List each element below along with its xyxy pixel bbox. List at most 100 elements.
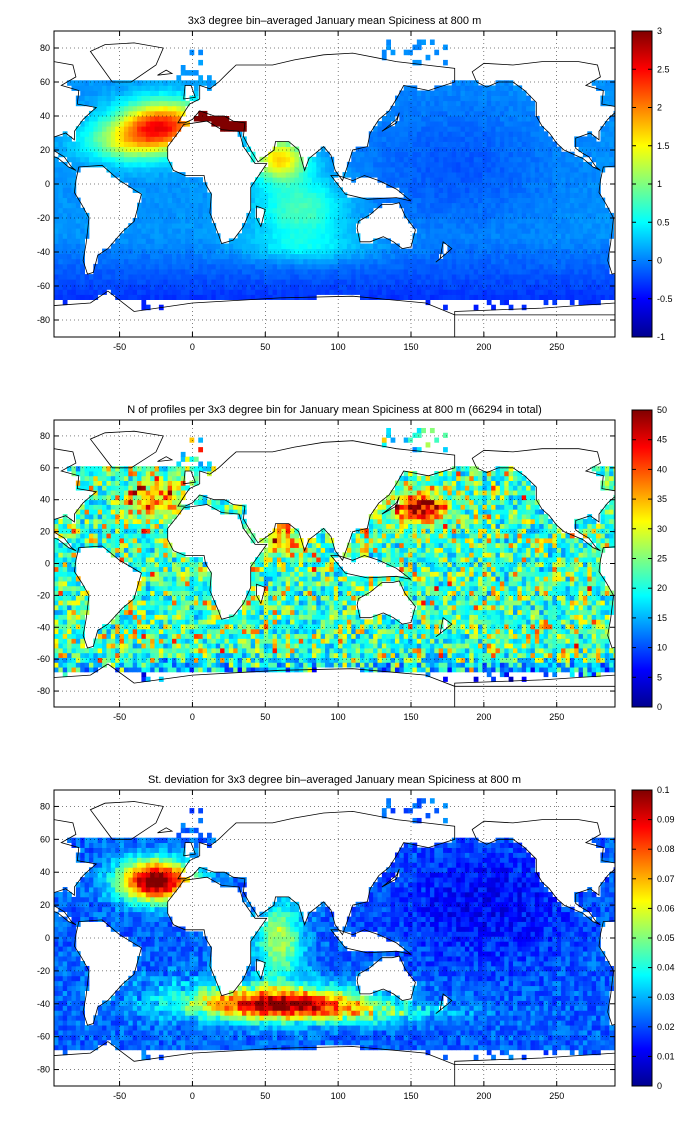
heatmap-cell: [141, 284, 146, 290]
heatmap-cell: [155, 279, 160, 285]
heatmap-cell: [561, 182, 566, 188]
heatmap-cell: [434, 295, 439, 301]
x-tick-label: 200: [476, 342, 491, 352]
heatmap-cell: [395, 177, 400, 183]
heatmap-cell: [71, 85, 76, 91]
heatmap-cell: [294, 259, 299, 265]
heatmap-cell: [408, 203, 413, 209]
heatmap-cell: [159, 96, 164, 102]
heatmap-cell: [373, 167, 378, 173]
heatmap-cell: [155, 80, 160, 86]
heatmap-cell: [294, 218, 299, 224]
heatmap-cell: [469, 121, 474, 127]
heatmap-cell: [530, 126, 535, 132]
heatmap-cell: [312, 177, 317, 183]
heatmap-cell: [120, 667, 125, 672]
heatmap-cell: [85, 85, 90, 91]
heatmap-cell: [491, 648, 496, 653]
heatmap-cell: [491, 259, 496, 265]
heatmap-cell: [111, 121, 116, 127]
heatmap-cell: [509, 101, 514, 107]
heatmap-cell: [146, 658, 151, 663]
heatmap-cell: [93, 284, 98, 290]
heatmap-cell: [544, 157, 549, 163]
heatmap-cell: [408, 279, 413, 285]
heatmap-cell: [587, 223, 592, 229]
heatmap-cell: [439, 177, 444, 183]
heatmap-cell: [456, 116, 461, 122]
heatmap-cell: [535, 648, 540, 653]
heatmap-cell: [207, 249, 212, 255]
heatmap-cell: [155, 289, 160, 295]
heatmap-cell: [242, 244, 247, 250]
heatmap-cell: [137, 233, 142, 239]
heatmap-cell: [89, 284, 94, 290]
heatmap-cell: [58, 177, 63, 183]
heatmap-cell: [426, 653, 431, 658]
heatmap-cell: [513, 187, 518, 193]
heatmap-cell: [268, 218, 273, 224]
heatmap-cell: [412, 658, 417, 663]
heatmap-cell: [172, 648, 177, 653]
heatmap-cell: [430, 142, 435, 148]
heatmap-cell: [461, 223, 466, 229]
heatmap-cell: [259, 653, 264, 658]
heatmap-cell: [141, 193, 146, 199]
heatmap-cell: [600, 269, 605, 275]
heatmap-cell: [522, 162, 527, 168]
heatmap-cell: [469, 228, 474, 234]
heatmap-cell: [133, 648, 138, 653]
heatmap-cell: [469, 269, 474, 275]
heatmap-cell: [426, 111, 431, 117]
heatmap-cell: [216, 249, 221, 255]
heatmap-cell: [172, 85, 177, 91]
heatmap-cell: [312, 167, 317, 173]
heatmap-cell: [565, 274, 570, 280]
heatmap-cell: [596, 85, 601, 91]
y-tick-label: -20: [37, 213, 50, 223]
heatmap-cell: [190, 233, 195, 239]
heatmap-cell: [312, 187, 317, 193]
heatmap-cell: [111, 131, 116, 137]
heatmap-cell: [172, 80, 177, 86]
heatmap-cell: [71, 653, 76, 658]
heatmap-cell: [321, 213, 326, 219]
heatmap-cell: [255, 264, 260, 270]
heatmap-cell: [93, 116, 98, 122]
heatmap-cell: [447, 238, 452, 244]
heatmap-cell: [85, 91, 90, 97]
heatmap-cell: [592, 269, 597, 275]
heatmap-cell: [185, 648, 190, 653]
heatmap-cell: [124, 658, 129, 663]
heatmap-cell: [439, 223, 444, 229]
heatmap-cell: [273, 177, 278, 183]
heatmap-cell: [465, 643, 470, 648]
heatmap-cell: [530, 233, 535, 239]
heatmap-cell: [172, 172, 177, 178]
heatmap-cell: [443, 667, 448, 672]
heatmap-cell: [128, 177, 133, 183]
heatmap-cell: [281, 157, 286, 163]
heatmap-cell: [539, 162, 544, 168]
heatmap-cell: [93, 658, 98, 663]
heatmap-cell: [469, 264, 474, 270]
heatmap-cell: [163, 658, 168, 663]
heatmap-cell: [504, 131, 509, 137]
heatmap-cell: [334, 264, 339, 270]
heatmap-cell: [181, 254, 186, 260]
heatmap-cell: [465, 658, 470, 663]
heatmap-cell: [579, 208, 584, 214]
heatmap-cell: [137, 157, 142, 163]
heatmap-cell: [417, 172, 422, 178]
heatmap-cell: [229, 667, 234, 672]
heatmap-cell: [286, 177, 291, 183]
heatmap-cell: [229, 653, 234, 658]
heatmap-cell: [54, 264, 59, 270]
heatmap-cell: [89, 91, 94, 97]
heatmap-cell: [509, 658, 514, 663]
heatmap-cell: [496, 228, 501, 234]
heatmap-cell: [268, 233, 273, 239]
heatmap-cell: [185, 295, 190, 301]
heatmap-cell: [509, 218, 514, 224]
heatmap-cell: [303, 274, 308, 280]
